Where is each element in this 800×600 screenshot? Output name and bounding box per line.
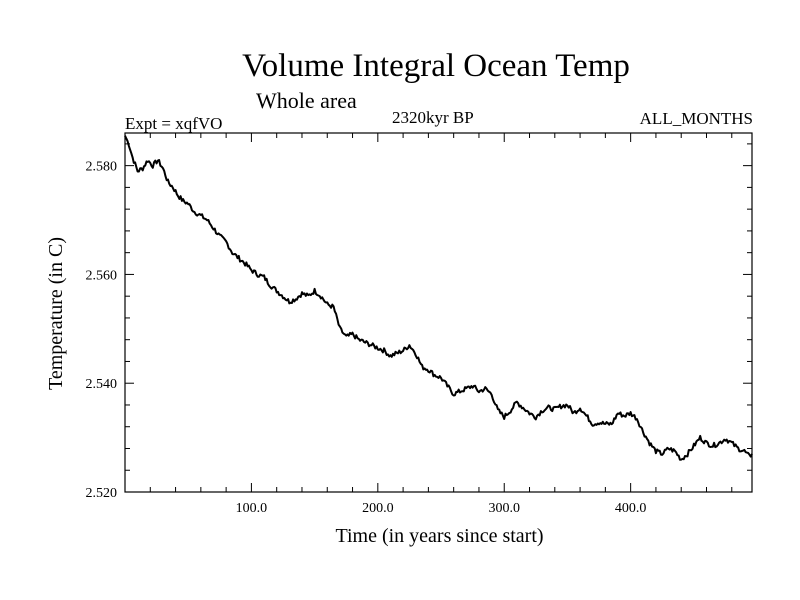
chart-subtitle: Whole area bbox=[256, 88, 357, 113]
x-tick-label: 200.0 bbox=[362, 501, 394, 516]
tick-labels: 100.0 200.0 300.0 400.0 2.520 2.540 2.560 2.580 bbox=[86, 160, 647, 516]
y-tick-label: 2.540 bbox=[86, 377, 118, 392]
y-tick-label: 2.560 bbox=[86, 268, 118, 283]
x-axis-label: Time (in years since start) bbox=[335, 525, 543, 547]
plot-frame bbox=[124, 132, 753, 493]
axis-ticks bbox=[125, 133, 752, 493]
y-tick-label: 2.520 bbox=[86, 486, 118, 501]
x-tick-label: 100.0 bbox=[236, 501, 268, 516]
months-label: ALL_MONTHS bbox=[639, 109, 753, 128]
chart-title: Volume Integral Ocean Temp bbox=[242, 48, 630, 84]
series-line bbox=[124, 135, 753, 461]
y-tick-label: 2.580 bbox=[86, 160, 118, 175]
x-tick-label: 300.0 bbox=[488, 501, 520, 516]
period-label: 2320kyr BP bbox=[392, 108, 474, 127]
experiment-label: Expt = xqfVO bbox=[125, 114, 223, 133]
x-tick-label: 400.0 bbox=[615, 501, 647, 516]
y-axis-label: Temperature (in C) bbox=[45, 237, 67, 390]
